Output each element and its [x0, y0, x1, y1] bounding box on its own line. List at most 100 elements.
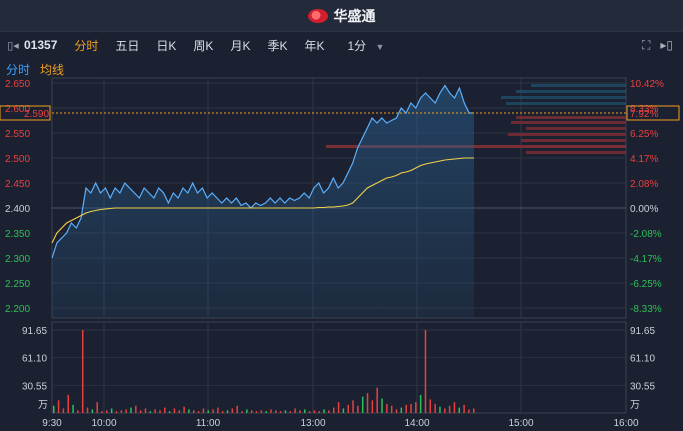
- volume-bar: [173, 408, 176, 413]
- volume-unit-left: 万: [38, 400, 48, 411]
- x-tick: 10:00: [91, 418, 116, 429]
- volume-bar: [390, 405, 393, 413]
- volume-bar: [347, 404, 349, 413]
- volume-bar: [468, 409, 470, 413]
- volume-bar: [164, 407, 166, 413]
- volume-bar: [183, 406, 185, 413]
- volume-bar: [410, 403, 412, 413]
- volume-bar: [386, 403, 388, 413]
- volume-bar: [444, 408, 446, 413]
- volume-bar: [241, 411, 243, 413]
- volume-tick-left: 61.10: [22, 354, 47, 365]
- volume-tick-right: 61.10: [630, 354, 655, 365]
- brand: 华盛通: [307, 6, 376, 26]
- volume-bar: [333, 407, 335, 413]
- volume-bar: [366, 393, 369, 413]
- volume-bar: [149, 411, 152, 413]
- volume-bar: [424, 330, 427, 413]
- volume-bar: [458, 407, 461, 413]
- x-tick: 16:00: [613, 418, 638, 429]
- volume-bar: [178, 410, 181, 413]
- tab-five-day[interactable]: 五日: [115, 38, 140, 53]
- volume-bar: [323, 409, 325, 413]
- y-tick-left: 2.550: [5, 129, 30, 140]
- tab-intraday[interactable]: 分时: [74, 38, 99, 53]
- depth-bar: [521, 139, 626, 142]
- chart-legend: 分时 均线: [6, 61, 64, 78]
- volume-bar: [419, 394, 422, 413]
- volume-bar: [279, 411, 282, 413]
- y-tick-right: -2.08%: [630, 229, 662, 240]
- y-tick-left: 2.300: [5, 254, 30, 265]
- volume-bar: [217, 407, 219, 413]
- tab-yearly-k[interactable]: 年K: [304, 38, 325, 53]
- volume-bar: [439, 406, 441, 413]
- volume-bar: [125, 409, 127, 413]
- title-bar: 华盛通: [0, 0, 683, 32]
- volume-bar: [72, 404, 74, 413]
- stock-code: 01357: [24, 38, 58, 52]
- y-tick-left: 2.450: [5, 179, 30, 190]
- x-tick: 15:00: [508, 418, 533, 429]
- depth-bar: [326, 145, 626, 148]
- y-tick-right: 2.08%: [630, 179, 658, 190]
- volume-bar: [270, 409, 272, 413]
- volume-bar: [434, 403, 436, 413]
- collapse-right-icon[interactable]: ▸▯: [660, 38, 673, 52]
- volume-bar: [110, 408, 113, 413]
- volume-bar: [139, 410, 142, 413]
- volume-bar: [106, 410, 108, 413]
- depth-bar: [526, 127, 626, 130]
- volume-bar: [453, 402, 456, 413]
- volume-bar: [188, 409, 190, 413]
- volume-bar: [255, 411, 258, 413]
- volume-bar: [159, 410, 161, 413]
- volume-bar: [371, 400, 374, 413]
- collapse-left-icon[interactable]: ▯◂: [7, 39, 19, 52]
- depth-bar: [516, 90, 626, 93]
- price-panel-frame: [51, 77, 627, 319]
- volume-bar: [67, 394, 69, 413]
- volume-bar: [250, 410, 253, 413]
- volume-bar: [212, 409, 214, 413]
- volume-bar: [260, 410, 263, 413]
- volume-tick-left: 30.55: [22, 381, 47, 392]
- y-tick-right: -8.33%: [630, 304, 662, 315]
- x-tick: 11:00: [196, 418, 221, 429]
- volume-bar: [130, 407, 132, 413]
- tab-monthly-k[interactable]: 月K: [230, 38, 251, 53]
- volume-bar: [120, 410, 123, 413]
- fullscreen-icon[interactable]: ⛶: [641, 38, 651, 52]
- volume-bar: [400, 407, 403, 413]
- x-tick: 13:00: [300, 418, 325, 429]
- volume-bar: [361, 396, 364, 413]
- tab-daily-k[interactable]: 日K: [156, 38, 177, 53]
- depth-bar: [501, 96, 626, 99]
- y-tick-left: 2.650: [5, 79, 30, 90]
- volume-tick-right: 30.55: [630, 381, 655, 392]
- volume-bar: [96, 402, 98, 413]
- tab-quarterly-k[interactable]: 季K: [267, 38, 288, 53]
- volume-bar: [275, 410, 277, 413]
- volume-bar: [57, 400, 60, 413]
- y-tick-right: 0.00%: [630, 204, 658, 215]
- x-tick: 9:30: [42, 418, 62, 429]
- current-pct-label: 7.92%: [630, 109, 658, 120]
- interval-select[interactable]: 1分 ▼: [347, 37, 384, 54]
- price-area: [52, 85, 474, 318]
- volume-bar: [135, 405, 137, 413]
- volume-bar: [463, 404, 465, 413]
- y-tick-right: -4.17%: [630, 254, 662, 265]
- y-tick-right: -6.25%: [630, 279, 662, 290]
- tab-weekly-k[interactable]: 周K: [193, 38, 214, 53]
- volume-bar: [357, 405, 359, 413]
- volume-bar: [289, 411, 292, 413]
- volume-bar: [193, 410, 195, 413]
- volume-bar: [246, 409, 248, 413]
- volume-bar: [81, 330, 84, 413]
- volume-bar: [405, 404, 407, 413]
- volume-bar: [429, 399, 432, 413]
- volume-bar: [415, 402, 417, 413]
- volume-bar: [197, 411, 200, 413]
